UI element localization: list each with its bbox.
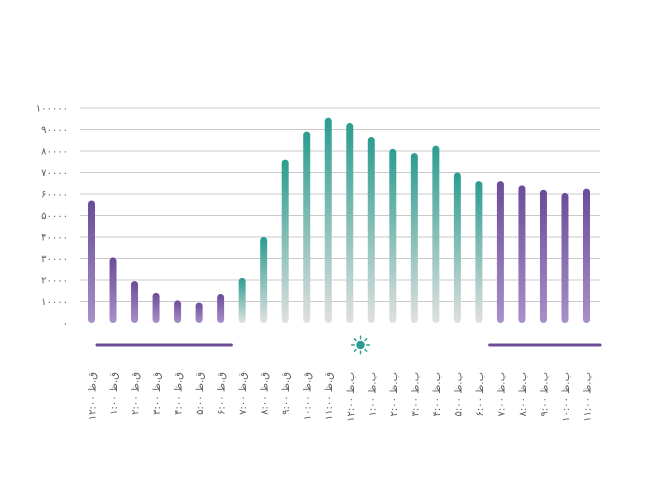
x-tick-label: ۸:۰۰ ب.ظ [518,372,529,417]
bar [260,237,268,323]
x-tick-label: ۶:۰۰ ق.ظ [217,372,228,415]
x-tick-label: ۱۰:۰۰ ب.ظ [561,372,572,422]
day-night-timeline [88,335,602,355]
x-tick-label: ۲:۰۰ ب.ظ [389,372,400,417]
y-tick-label: ۱۰۰۰۰ [41,297,68,308]
bar [561,192,569,323]
gridlines [80,107,600,302]
x-axis-ticks: ۱۲:۰۰ ق.ظ ۱:۰۰ ق.ظ ۲:۰۰ ق.ظ ۳:۰۰ ق.ظ ۴:۰۰ ق.… [88,372,594,422]
bar [324,117,332,323]
x-tick-label: ۱۱:۰۰ ق.ظ [324,372,335,420]
bar [195,302,203,323]
bar [109,257,117,323]
x-tick-label: ۱۱:۰۰ ب.ظ [583,372,594,422]
bars [88,117,590,323]
sun-icon [351,335,371,355]
y-axis-ticks: ۰ ۱۰۰۰۰ ۲۰۰۰۰ ۳۰۰۰۰ ۴۰۰۰۰ ۵۰۰۰۰ ۶۰۰۰۰ ۷۰۰۰۰ ۸۰۰۰… [36,104,68,330]
y-tick-label: ۱۰۰۰۰۰ [36,104,68,115]
bar [367,137,375,323]
x-tick-label: ۷:۰۰ ق.ظ [238,372,249,415]
bar [346,123,354,323]
x-tick-label: ۱۲:۰۰ ق.ظ [88,372,99,420]
y-tick-label: ۴۰۰۰۰ [41,233,68,244]
x-tick-label: ۹:۰۰ ق.ظ [281,372,292,415]
bar [453,172,461,323]
bar [217,293,225,323]
bar [475,181,483,323]
y-tick-label: ۹۰۰۰۰ [41,125,68,136]
bar [131,281,139,323]
x-tick-label: ۵:۰۰ ق.ظ [195,372,206,415]
y-tick-label: ۸۰۰۰۰ [41,147,68,158]
bar [238,277,246,323]
bar [432,145,440,323]
x-tick-label: ۱۲:۰۰ ب.ظ [346,372,357,422]
x-tick-label: ۷:۰۰ ب.ظ [496,372,507,417]
bar [496,181,504,323]
x-tick-label: ۳:۰۰ ق.ظ [152,372,163,415]
y-tick-label: ۷۰۰۰۰ [41,168,68,179]
bar [152,292,160,323]
x-tick-label: ۳:۰۰ ب.ظ [410,372,421,417]
moon-icon [88,339,94,351]
x-tick-label: ۲:۰۰ ق.ظ [131,372,142,415]
x-tick-label: ۱:۰۰ ق.ظ [109,372,120,415]
y-tick-label: ۲۰۰۰۰ [41,276,68,287]
bar [88,200,95,323]
bar [410,153,418,323]
bar [539,189,547,323]
x-tick-label: ۱۰:۰۰ ق.ظ [303,372,314,420]
y-tick-label: ۰ [63,319,68,330]
bar [389,148,397,323]
x-tick-label: ۴:۰۰ ق.ظ [174,372,185,415]
x-tick-label: ۱:۰۰ ب.ظ [367,372,378,417]
x-tick-label: ۵:۰۰ ب.ظ [453,372,464,417]
bar [583,188,590,323]
x-tick-label: ۶:۰۰ ب.ظ [475,372,486,417]
x-tick-label: ۴:۰۰ ب.ظ [432,372,443,417]
y-tick-label: ۶۰۰۰۰ [41,190,68,201]
y-tick-label: ۵۰۰۰۰ [41,211,68,222]
x-tick-label: ۹:۰۰ ب.ظ [539,372,550,417]
bar [174,300,182,323]
bar [303,131,311,323]
bar [281,159,289,323]
bar [518,185,526,323]
y-tick-label: ۳۰۰۰۰ [41,254,68,265]
x-tick-label: ۸:۰۰ ق.ظ [260,372,271,415]
